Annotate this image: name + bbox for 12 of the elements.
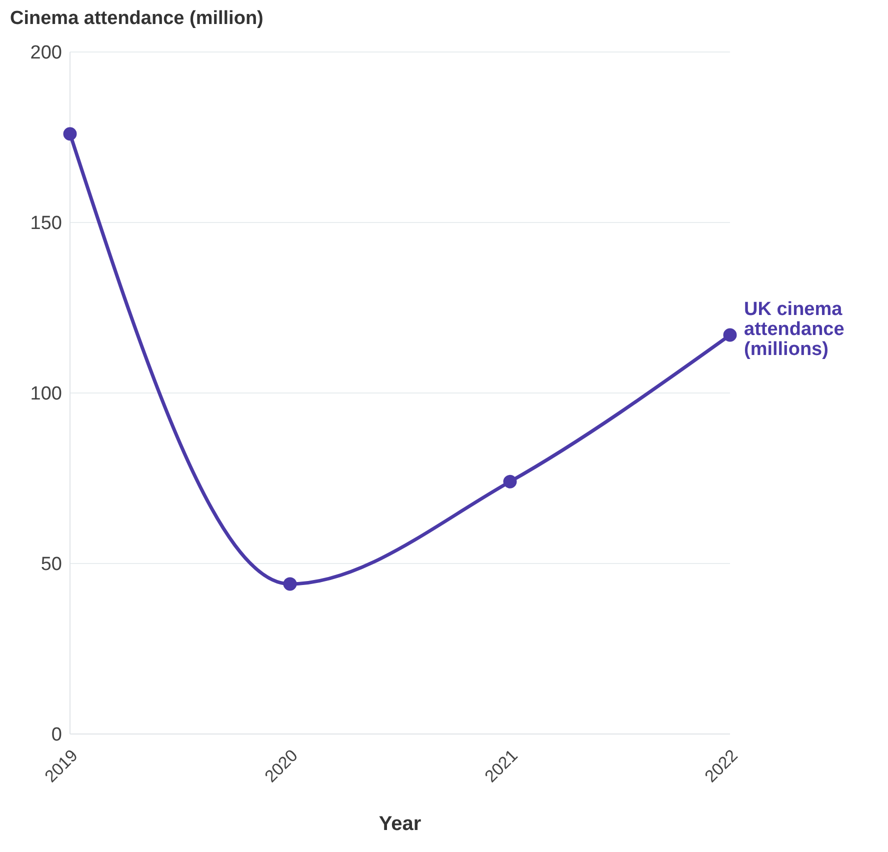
series-label: UK cinema attendance (millions): [744, 299, 844, 360]
y-tick-label: 100: [30, 384, 62, 405]
y-tick-label: 200: [30, 42, 62, 64]
x-axis-title: Year: [378, 813, 422, 835]
y-axis-title: Cinema attendance (million): [10, 8, 264, 30]
point: [283, 577, 297, 591]
point: [503, 474, 517, 488]
y-tick-label: 0: [51, 724, 62, 746]
point: [63, 127, 77, 141]
point: [723, 328, 737, 342]
y-tick-label: 50: [40, 554, 62, 576]
y-tick-label: 150: [30, 213, 62, 234]
